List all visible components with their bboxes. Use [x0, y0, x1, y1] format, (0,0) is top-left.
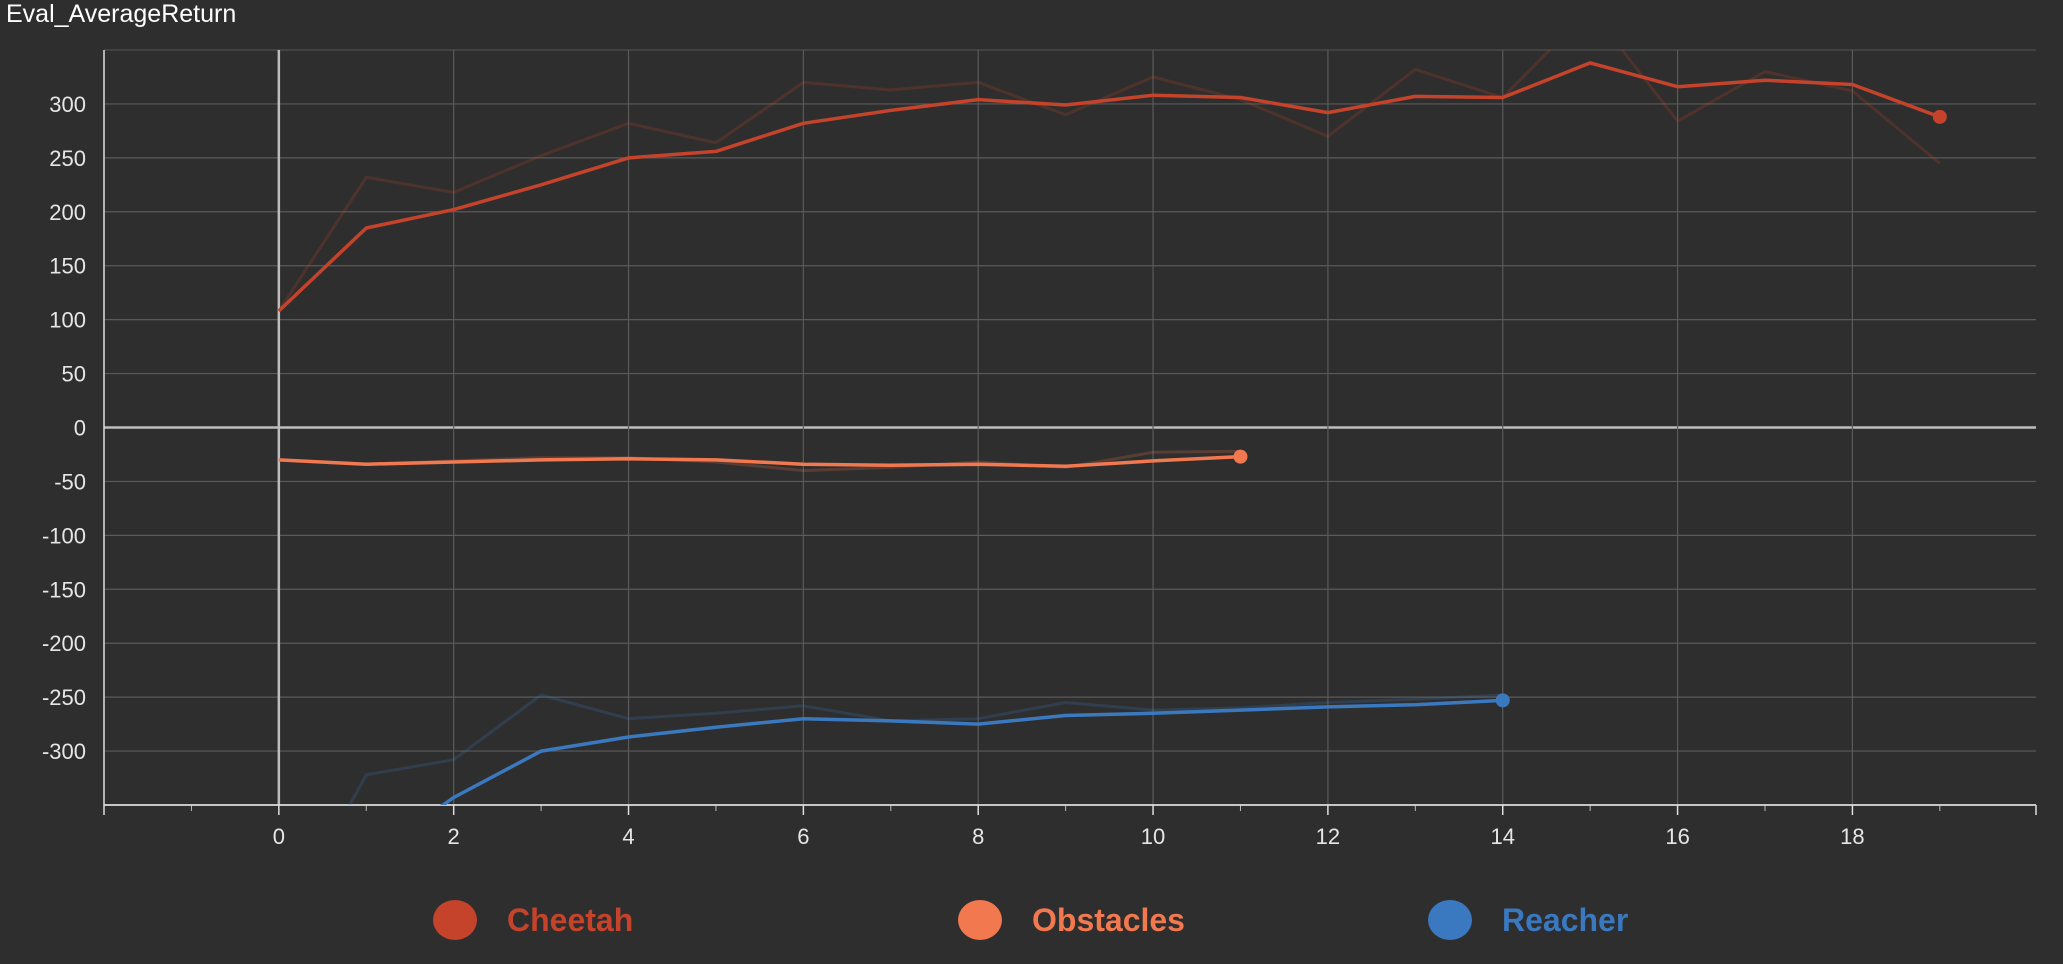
- x-tick-label: 16: [1665, 824, 1689, 849]
- grid: [104, 49, 2036, 805]
- y-tick-label: 150: [49, 254, 86, 279]
- legend-swatch-reacher: [1428, 900, 1472, 940]
- y-tick-label: 250: [49, 146, 86, 171]
- end-markers: [1233, 109, 1947, 708]
- series-reacher-end-point: [1495, 693, 1510, 708]
- y-tick-label: 300: [49, 92, 86, 117]
- y-tick-label: -100: [42, 523, 86, 548]
- legend-label-cheetah: Cheetah: [507, 902, 633, 938]
- y-tick-label: -300: [42, 739, 86, 764]
- series-obstacles-line: [278, 454, 1241, 469]
- legend-item-cheetah: Cheetah: [433, 900, 633, 940]
- series-obstacles-end-point: [1233, 449, 1248, 464]
- legend-item-obstacles: Obstacles: [958, 900, 1185, 940]
- series-cheetah-line: [277, 61, 1941, 313]
- y-tick-label: -200: [42, 631, 86, 656]
- x-tick-label: 12: [1316, 824, 1340, 849]
- x-tick-label: 8: [972, 824, 984, 849]
- legend-item-reacher: Reacher: [1428, 900, 1628, 940]
- legend-label-reacher: Reacher: [1502, 902, 1628, 938]
- series-reacher-raw-line: [348, 693, 1503, 805]
- y-tick-label: 0: [74, 416, 86, 441]
- chart-title: Eval_AverageReturn: [6, 0, 236, 28]
- legend-swatch-obstacles: [958, 900, 1002, 940]
- plot-area: [277, 50, 1941, 805]
- y-tick-label: -150: [42, 577, 86, 602]
- x-tick-label: 18: [1840, 824, 1864, 849]
- x-tick-label: 10: [1141, 824, 1165, 849]
- axes: 300250200150100500-50-100-150-200-250-30…: [42, 50, 2037, 849]
- y-tick-label: -250: [42, 685, 86, 710]
- legend-swatch-cheetah: [433, 900, 477, 940]
- y-tick-label: 100: [49, 308, 86, 333]
- legend: Cheetah Obstacles Reacher: [433, 900, 1628, 940]
- y-tick-label: 200: [49, 200, 86, 225]
- legend-label-obstacles: Obstacles: [1032, 902, 1185, 938]
- x-tick-label: 6: [797, 824, 809, 849]
- y-tick-label: 50: [62, 362, 86, 387]
- x-tick-label: 2: [448, 824, 460, 849]
- series-reacher-line: [439, 698, 1503, 805]
- y-tick-label: -50: [54, 469, 86, 494]
- series-cheetah-end-point: [1932, 109, 1947, 124]
- x-tick-label: 4: [622, 824, 634, 849]
- series-cheetah-raw-line: [277, 50, 1941, 312]
- x-tick-label: 14: [1490, 824, 1514, 849]
- x-tick-label: 0: [273, 824, 285, 849]
